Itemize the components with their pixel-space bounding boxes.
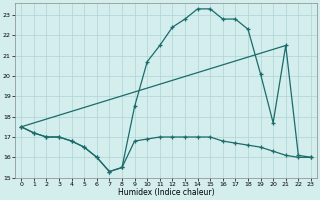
- X-axis label: Humidex (Indice chaleur): Humidex (Indice chaleur): [118, 188, 214, 197]
